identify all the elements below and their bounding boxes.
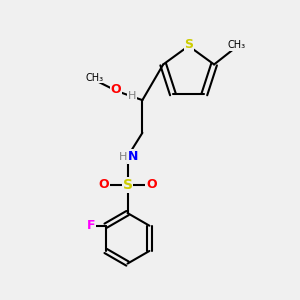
Text: O: O (110, 83, 121, 96)
Text: S: S (122, 178, 133, 192)
Text: CH₃: CH₃ (227, 40, 245, 50)
Text: O: O (146, 178, 157, 191)
Text: H: H (119, 152, 127, 162)
Text: H: H (128, 91, 136, 101)
Text: S: S (184, 38, 193, 51)
Text: N: N (128, 150, 138, 163)
Text: F: F (86, 219, 95, 232)
Text: CH₃: CH₃ (86, 73, 104, 83)
Text: O: O (98, 178, 109, 191)
